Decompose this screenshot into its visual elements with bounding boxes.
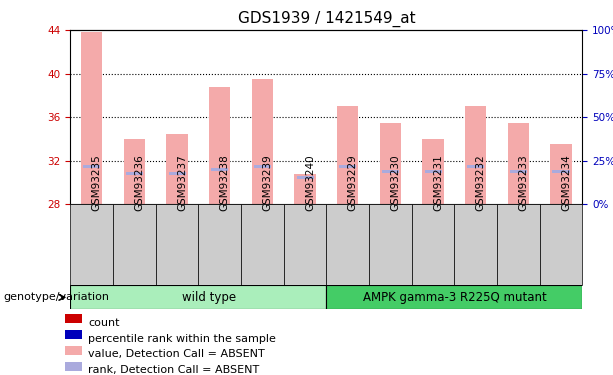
FancyBboxPatch shape (70, 204, 113, 285)
Bar (169, 172, 186, 176)
FancyBboxPatch shape (369, 204, 412, 285)
Text: GSM93235: GSM93235 (92, 154, 102, 211)
FancyBboxPatch shape (327, 285, 582, 309)
Bar (252, 79, 273, 204)
Text: AMPK gamma-3 R225Q mutant: AMPK gamma-3 R225Q mutant (362, 291, 546, 304)
FancyBboxPatch shape (284, 204, 327, 285)
Text: GSM93230: GSM93230 (390, 154, 400, 211)
Title: GDS1939 / 1421549_at: GDS1939 / 1421549_at (238, 11, 415, 27)
Bar (422, 139, 444, 204)
Bar (337, 106, 359, 204)
Bar (83, 165, 101, 168)
Bar (339, 165, 356, 168)
Bar (467, 165, 484, 168)
Bar (382, 170, 399, 173)
Text: GSM93229: GSM93229 (348, 154, 358, 211)
Bar (209, 87, 230, 204)
FancyBboxPatch shape (65, 330, 82, 339)
Text: GSM93240: GSM93240 (305, 154, 315, 211)
Bar (465, 106, 486, 204)
Bar (425, 170, 441, 173)
Bar (379, 123, 401, 204)
Text: wild type: wild type (182, 291, 236, 304)
Text: rank, Detection Call = ABSENT: rank, Detection Call = ABSENT (88, 365, 259, 375)
Text: GSM93238: GSM93238 (220, 154, 230, 211)
FancyBboxPatch shape (412, 204, 454, 285)
Bar (124, 139, 145, 204)
Bar (297, 176, 314, 178)
Bar (510, 170, 527, 173)
Bar (552, 170, 569, 173)
FancyBboxPatch shape (327, 204, 369, 285)
Text: genotype/variation: genotype/variation (3, 292, 109, 302)
FancyBboxPatch shape (113, 204, 156, 285)
FancyBboxPatch shape (539, 204, 582, 285)
Text: GSM93234: GSM93234 (561, 154, 571, 211)
FancyBboxPatch shape (65, 362, 82, 370)
FancyBboxPatch shape (199, 204, 241, 285)
FancyBboxPatch shape (241, 204, 284, 285)
Text: GSM93233: GSM93233 (519, 154, 528, 211)
Text: count: count (88, 318, 120, 328)
Text: GSM93232: GSM93232 (476, 154, 485, 211)
FancyBboxPatch shape (65, 346, 82, 355)
Text: value, Detection Call = ABSENT: value, Detection Call = ABSENT (88, 350, 265, 360)
FancyBboxPatch shape (70, 285, 327, 309)
Bar (550, 144, 572, 204)
FancyBboxPatch shape (497, 204, 539, 285)
Text: GSM93239: GSM93239 (262, 154, 272, 211)
Bar (294, 174, 316, 204)
Bar (81, 32, 102, 204)
FancyBboxPatch shape (454, 204, 497, 285)
Bar (508, 123, 529, 204)
Text: GSM93237: GSM93237 (177, 154, 187, 211)
Text: GSM93236: GSM93236 (134, 154, 145, 211)
Text: percentile rank within the sample: percentile rank within the sample (88, 334, 276, 344)
FancyBboxPatch shape (156, 204, 199, 285)
Bar (126, 172, 143, 176)
Bar (211, 168, 228, 171)
FancyBboxPatch shape (65, 314, 82, 323)
Bar (254, 165, 271, 168)
Text: GSM93231: GSM93231 (433, 154, 443, 211)
Bar (167, 134, 188, 204)
